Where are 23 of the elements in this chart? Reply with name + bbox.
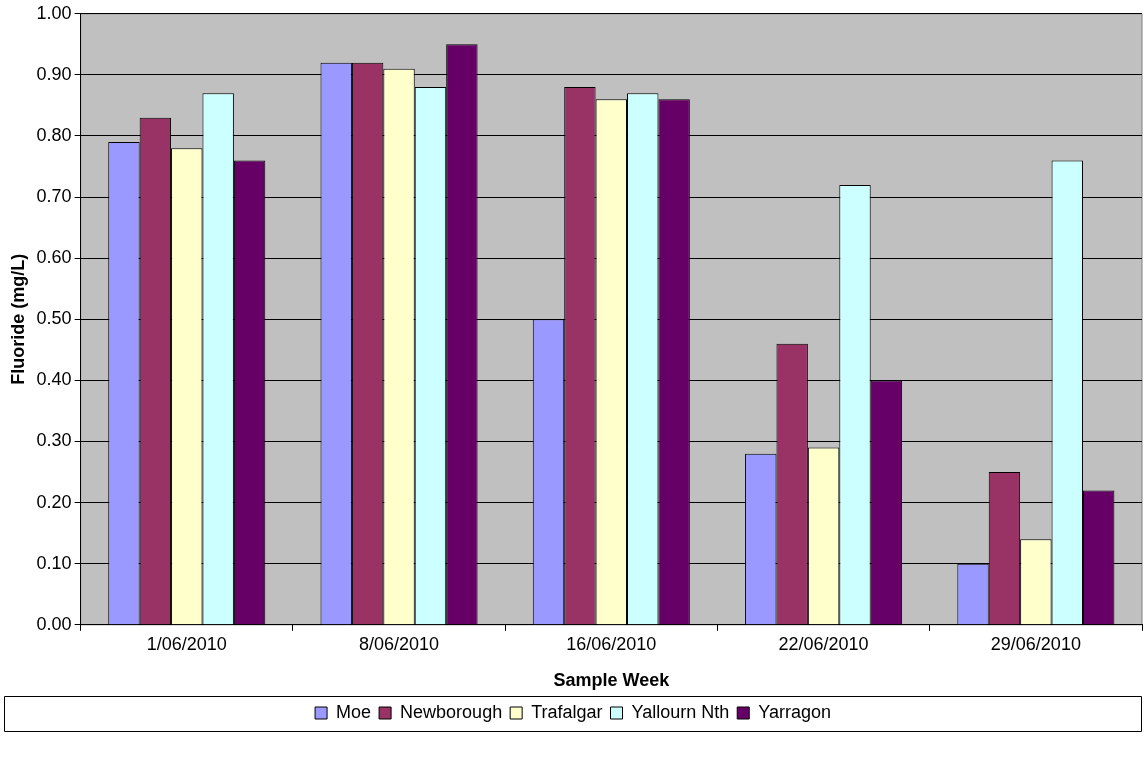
y-tick-label: 0.30 xyxy=(36,430,72,451)
x-tick-label: 29/06/2010 xyxy=(990,633,1081,654)
y-tick-label: 0.00 xyxy=(36,613,72,634)
x-tick-label: 1/06/2010 xyxy=(146,633,227,654)
legend-label: Yarragon xyxy=(758,701,831,722)
y-tick-label: 0.20 xyxy=(36,491,72,512)
x-tick-label: 22/06/2010 xyxy=(778,633,869,654)
y-tick-label: 0.90 xyxy=(36,63,72,84)
y-tick-label: 0.80 xyxy=(36,124,72,145)
y-tick-label: 0.70 xyxy=(36,186,72,207)
y-tick-label: 1.00 xyxy=(36,2,72,23)
y-tick-label: 0.60 xyxy=(36,247,72,268)
legend-label: Newborough xyxy=(400,701,503,722)
legend-label: Trafalgar xyxy=(531,701,603,722)
y-tick-label: 0.50 xyxy=(36,308,72,329)
y-tick-label: 0.10 xyxy=(36,552,72,573)
legend-label: Yallourn Nth xyxy=(631,701,730,722)
y-axis-title: Fluoride (mg/L) xyxy=(7,253,28,385)
x-axis-title: Sample Week xyxy=(553,670,671,691)
y-tick-label: 0.40 xyxy=(36,369,72,390)
x-tick-label: 8/06/2010 xyxy=(359,633,440,654)
legend-label: Moe xyxy=(336,701,372,722)
x-tick-label: 16/06/2010 xyxy=(566,633,657,654)
